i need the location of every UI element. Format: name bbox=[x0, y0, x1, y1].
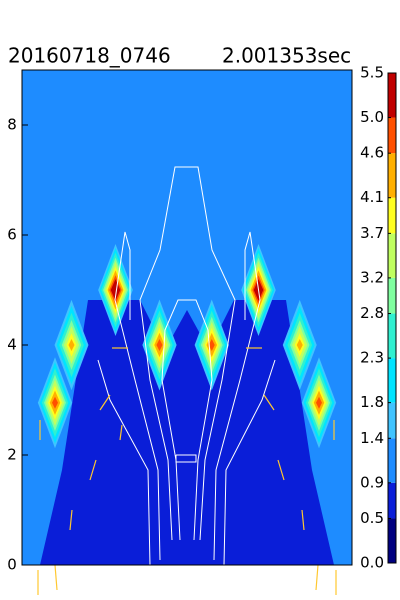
colorbar-swatch bbox=[388, 233, 396, 278]
colorbar-tick-label: 0.9 bbox=[360, 473, 384, 491]
flow-lines bbox=[97, 166, 276, 566]
peak bbox=[110, 279, 121, 301]
y-tick-label: 8 bbox=[7, 116, 17, 134]
field bbox=[22, 70, 352, 565]
streamline bbox=[97, 359, 151, 566]
arrow bbox=[89, 459, 97, 481]
arrow bbox=[54, 564, 58, 591]
colorbar-swatch bbox=[388, 153, 396, 198]
colorbar-tick-label: 2.3 bbox=[360, 349, 384, 367]
colorbar-tick-label: 4.1 bbox=[360, 188, 384, 206]
arrow bbox=[301, 509, 305, 531]
streamline bbox=[114, 231, 161, 561]
colorbar-swatch bbox=[388, 438, 396, 483]
arrow bbox=[99, 394, 111, 411]
colorbar-tick-label: 3.7 bbox=[360, 224, 384, 242]
colorbar-tick-label: 2.8 bbox=[360, 304, 384, 322]
chart-title: 20160718_0746 bbox=[8, 44, 171, 68]
colorbar-tick-label: 1.4 bbox=[360, 429, 384, 447]
y-tick-label: 4 bbox=[7, 336, 17, 354]
colorbar-swatch bbox=[388, 117, 396, 154]
colorbar-tick-label: 4.6 bbox=[360, 144, 384, 162]
chart-subtitle: 2.001353sec bbox=[222, 44, 351, 68]
colorbar-swatch bbox=[388, 482, 396, 519]
y-tick-label: 6 bbox=[7, 226, 17, 244]
y-tick-label: 0 bbox=[7, 556, 17, 574]
peak bbox=[316, 396, 322, 409]
y-tick-label: 2 bbox=[7, 446, 17, 464]
colorbar-swatch bbox=[388, 402, 396, 439]
colorbar-tick-label: 5.0 bbox=[360, 108, 384, 126]
streamline bbox=[213, 231, 261, 561]
colorbar-swatch bbox=[388, 518, 396, 563]
streamline bbox=[175, 454, 197, 463]
axes: 0 2 4 6 8 bbox=[7, 116, 28, 574]
colorbar-swatch bbox=[388, 277, 396, 314]
flow-arrows bbox=[37, 347, 337, 595]
streamline bbox=[161, 299, 213, 541]
arrow bbox=[69, 509, 73, 531]
colorbar-swatch bbox=[388, 313, 396, 359]
peak bbox=[68, 339, 75, 351]
peak bbox=[296, 339, 303, 351]
colorbar-tick-label: 0.0 bbox=[360, 554, 384, 572]
peak bbox=[52, 396, 58, 409]
colorbar-tick-label: 0.5 bbox=[360, 509, 384, 527]
colorbar-tick-label: 1.8 bbox=[360, 393, 384, 411]
arrow bbox=[119, 424, 123, 441]
colorbar-tick-label: 5.5 bbox=[360, 64, 384, 82]
colorbar-swatch bbox=[388, 197, 396, 234]
colorbar-frame bbox=[387, 72, 397, 564]
streamline bbox=[223, 359, 276, 566]
streamline bbox=[139, 166, 236, 541]
arrow bbox=[263, 394, 275, 411]
colorbar-tick-label: 3.2 bbox=[360, 268, 384, 286]
colorbar-swatch bbox=[388, 73, 396, 118]
low-level-region bbox=[40, 300, 334, 565]
peak bbox=[156, 339, 163, 351]
arrow bbox=[277, 459, 285, 481]
colorbar: 0.0 0.5 0.9 1.4 1.8 2.3 2.8 3.2 3.7 4.1 4.6 5.0 5.5 bbox=[360, 64, 397, 572]
arrow bbox=[315, 564, 319, 591]
colorbar-swatch bbox=[388, 358, 396, 403]
plot-frame bbox=[21, 69, 353, 566]
peak bbox=[208, 339, 215, 351]
